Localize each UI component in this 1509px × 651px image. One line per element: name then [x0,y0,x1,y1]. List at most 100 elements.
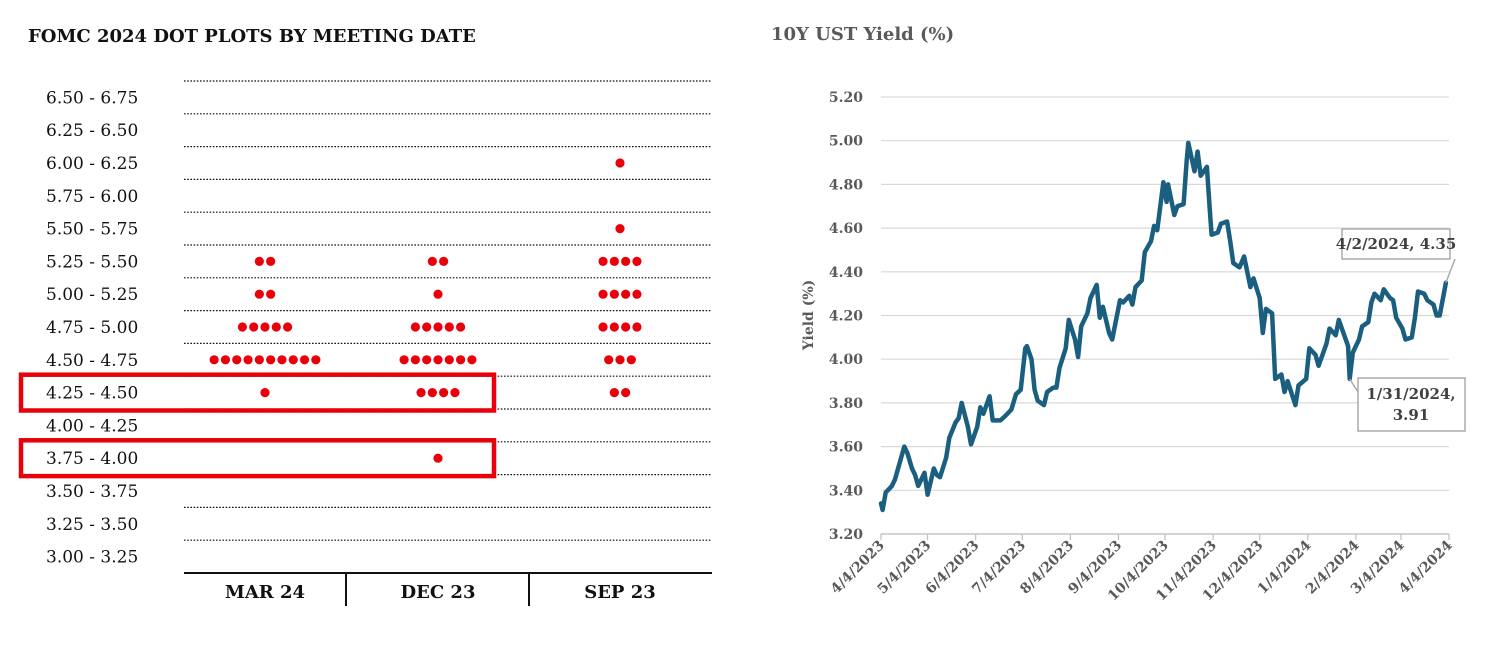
dot-plot-range-label: 5.25 - 5.50 [46,252,138,272]
dot-plot-dot [416,388,426,398]
yield-y-tick-label: 5.00 [829,134,863,150]
dot-plot-range-label: 4.00 - 4.25 [46,416,138,436]
yield-callout-label: 4/2/2024, 4.35 [1336,235,1457,253]
dot-plot-dot [621,256,631,266]
dot-plot-range-label: 3.50 - 3.75 [46,482,138,502]
dot-plot-dot [621,322,631,332]
dot-plot-dot [254,289,264,299]
dot-plot-range-label: 4.25 - 4.50 [46,384,138,404]
yield-y-tick-label: 3.40 [829,483,863,499]
dot-plot-dot [632,322,642,332]
dot-plot-dot [439,256,449,266]
dot-plot-highlights [18,372,497,479]
yield-y-tick-label: 4.80 [829,177,863,193]
dot-plot-dot [450,388,460,398]
yield-callout-leader [1349,378,1359,393]
dot-plot-dot [299,355,310,365]
yield-y-tick-label: 3.20 [829,527,863,543]
dot-plot-dot [609,289,619,299]
yield-x-axis: 4/4/20235/4/20236/4/20237/4/20238/4/2023… [828,533,1456,604]
yield-y-tick-label: 3.80 [829,396,863,412]
yield-y-tick-label: 4.60 [829,221,863,237]
dot-plot-dot [456,355,466,365]
dot-plot-column-axis: MAR 24 DEC 23 SEP 23 [184,572,712,606]
dot-plot-range-label: 5.75 - 6.00 [46,187,138,207]
yield-chart-title: 10Y UST Yield (%) [771,24,954,45]
dot-plot-dot [220,355,231,365]
dot-plot-dot [609,256,619,266]
dot-plot-dot [626,355,636,365]
dot-plot-dot [598,322,608,332]
dot-plot-range-labels: 6.50 - 6.75 6.25 - 6.50 6.00 - 6.25 5.75 - … [46,88,138,567]
dot-plot-dot [266,289,276,299]
dot-plot-dot [254,355,264,365]
dot-plot-dot [237,322,247,332]
dot-plot-range-label: 4.75 - 5.00 [46,318,138,338]
dot-plot-dot [260,322,270,332]
dot-plot-dot [433,322,443,332]
yield-callout-leader [1445,258,1456,283]
yield-y-axis-label: Yield (%) [801,280,817,352]
dot-plot-range-label: 3.75 - 4.00 [46,449,138,469]
dot-plot-title: FOMC 2024 DOT PLOTS BY MEETING DATE [28,26,476,47]
dot-plot-dot [598,289,608,299]
yield-y-tick-label: 3.60 [829,440,863,456]
dot-plot-dot [621,388,631,398]
yield-annotations: 4/2/2024, 4.35 1/31/2024, 3.91 [1336,228,1466,432]
dot-plot-dot [410,355,420,365]
dot-plot-dot [410,322,420,332]
dot-plot-dot [433,289,443,299]
dot-plot-dot [444,322,454,332]
dot-plot-column-label: SEP 23 [584,582,656,603]
yield-y-tick-label: 4.20 [829,309,863,325]
dot-plot-dot [609,322,619,332]
dot-plot-dot [422,322,432,332]
dot-plot-dot [271,322,281,332]
yield-callout-label: 1/31/2024, [1366,385,1455,403]
dot-plot-range-label: 3.25 - 3.50 [46,515,138,535]
dot-plot-dot [456,322,466,332]
dot-plot-range-label: 6.25 - 6.50 [46,121,138,141]
dot-plot-dot [288,355,298,365]
yield-y-tick-labels: 3.20 3.40 3.60 3.80 4.00 4.20 4.40 4.60 4.80 5.00… [829,90,863,543]
dot-plot-dot [209,355,219,365]
dot-plot-range-label: 3.00 - 3.25 [46,548,138,568]
yield-y-tick-label: 4.40 [829,265,863,281]
dot-plot-gridlines [184,80,712,541]
dot-plot-range-label: 5.50 - 5.75 [46,220,138,240]
dot-plot-dot [444,355,454,365]
dot-plot-dot [266,256,276,266]
dot-plot-dot [433,453,443,463]
dot-plot-dot [399,355,409,365]
dot-plot-dot [243,355,253,365]
dot-plot-dot [615,355,625,365]
dot-plot-dot [615,224,625,234]
dot-plot-dot [632,289,642,299]
yield-y-tick-label: 4.00 [829,352,863,368]
yield-callout-label: 3.91 [1393,406,1430,424]
yield-y-tick-label: 5.20 [829,90,863,106]
dot-plot-highlight-box [18,372,497,413]
dot-plot-dots [209,158,642,463]
dot-plot-chart: FOMC 2024 DOT PLOTS BY MEETING DATE 6.50… [18,26,712,606]
dot-plot-range-label: 6.50 - 6.75 [46,88,138,108]
dot-plot-dot [311,355,321,365]
dot-plot-dot [632,256,642,266]
dot-plot-dot [621,289,631,299]
yield-chart: 10Y UST Yield (%) 3.20 3.40 3.60 3.80 4.00 4.… [771,24,1466,604]
dot-plot-dot [283,322,293,332]
dot-plot-range-label: 5.00 - 5.25 [46,285,138,305]
dot-plot-dot [598,256,608,266]
dot-plot-dot [433,355,443,365]
dot-plot-range-label: 6.00 - 6.25 [46,154,138,174]
dot-plot-dot [439,388,449,398]
dot-plot-dot [254,256,264,266]
yield-series-line [878,140,1449,513]
dot-plot-dot [422,355,432,365]
dot-plot-dot [277,355,287,365]
dot-plot-dot [467,355,477,365]
dot-plot-dot [604,355,614,365]
dot-plot-highlight-box [18,438,497,479]
dot-plot-dot [427,388,437,398]
dot-plot-dot [232,355,242,365]
